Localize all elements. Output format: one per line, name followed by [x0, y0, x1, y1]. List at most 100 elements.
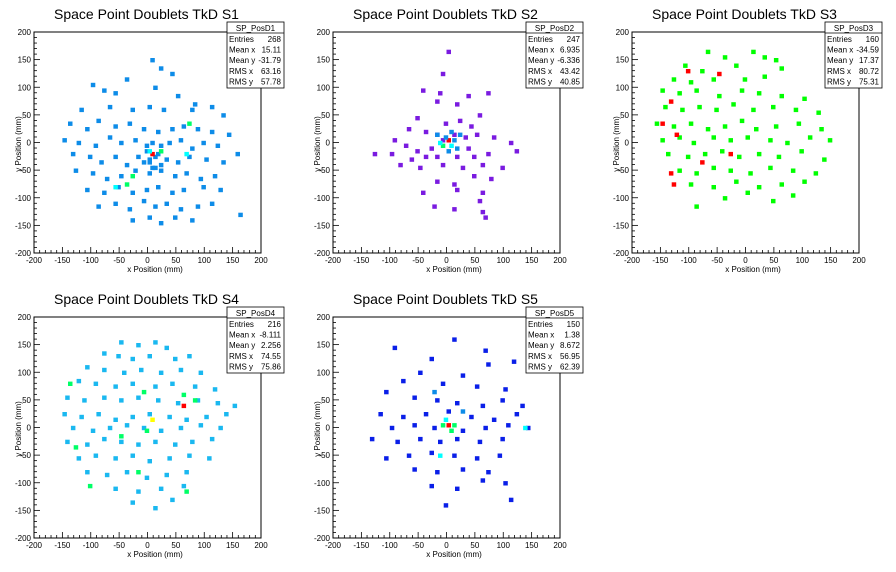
data-cell — [113, 384, 118, 389]
data-cell — [90, 82, 96, 88]
x-tick-label: 200 — [254, 541, 268, 550]
data-cell — [779, 93, 784, 99]
data-cell — [714, 107, 719, 113]
data-cell — [124, 162, 130, 168]
data-cell — [204, 157, 209, 162]
data-cell — [170, 381, 175, 386]
data-cell — [452, 453, 457, 458]
data-cell — [477, 439, 483, 445]
x-tick-label: 0 — [145, 256, 150, 265]
data-cell — [406, 453, 412, 458]
y-tick-label: 0 — [27, 139, 32, 148]
data-cell — [756, 185, 762, 190]
y-tick-label: 100 — [317, 368, 331, 377]
data-cell-hot — [455, 146, 460, 151]
data-cell — [175, 93, 181, 99]
data-cell — [474, 384, 480, 389]
data-cell — [384, 389, 389, 395]
data-cell — [754, 127, 759, 132]
data-cell — [412, 423, 417, 428]
x-tick-label: -50 — [412, 541, 424, 550]
data-cell-hot — [73, 445, 79, 450]
stats-label-entries: Entries — [528, 35, 553, 44]
y-tick-label: 150 — [18, 341, 32, 350]
data-cell — [124, 77, 130, 82]
data-cell — [198, 423, 204, 428]
data-cell — [207, 456, 212, 461]
data-cell — [119, 398, 124, 403]
data-cell-hot — [449, 143, 454, 148]
data-cell — [73, 168, 79, 173]
y-tick-label: -50 — [617, 166, 629, 175]
data-cell — [702, 151, 708, 157]
y-tick-label: 0 — [326, 139, 331, 148]
data-cell — [429, 483, 434, 489]
data-cell — [720, 149, 725, 154]
data-cell — [235, 151, 240, 157]
data-cell — [141, 160, 147, 165]
y-tick-label: -150 — [613, 221, 630, 230]
data-cell — [477, 198, 483, 204]
data-cell — [822, 157, 827, 162]
x-tick-label: -100 — [83, 541, 100, 550]
stats-label-entries: Entries — [528, 320, 553, 329]
data-cell — [483, 215, 488, 220]
y-tick-label: 150 — [317, 56, 331, 65]
x-tick-label: 50 — [769, 256, 778, 265]
data-cell-hot — [446, 149, 451, 154]
data-cell-hot — [119, 434, 124, 439]
x-tick-label: -100 — [83, 256, 100, 265]
data-cell — [181, 187, 187, 193]
y-tick-label: 200 — [317, 313, 331, 322]
data-cell-hot — [187, 121, 192, 126]
data-cell — [107, 425, 113, 431]
data-cell — [423, 129, 429, 135]
data-cell — [68, 121, 73, 126]
data-cell — [201, 140, 206, 146]
data-cell — [144, 475, 150, 480]
x-axis-label: x Position (mm) — [426, 550, 482, 559]
data-cell — [503, 481, 508, 486]
data-cell — [156, 151, 161, 157]
data-cell — [403, 143, 409, 148]
x-tick-label: 50 — [470, 541, 479, 550]
data-cell-hot — [668, 171, 674, 176]
data-cell — [418, 370, 423, 375]
data-cell — [455, 154, 460, 160]
data-cell — [96, 118, 101, 124]
data-cell — [711, 77, 716, 82]
stats-value-mean_y: -31.79 — [258, 56, 281, 65]
data-cell — [181, 124, 187, 129]
data-cell — [398, 162, 403, 168]
data-cell — [113, 486, 118, 491]
data-cell-hot — [452, 138, 457, 143]
stats-value-mean_x: 1.38 — [564, 331, 580, 340]
x-tick-label: -100 — [681, 256, 698, 265]
data-cell — [96, 204, 101, 209]
data-cell — [87, 154, 93, 160]
data-cell — [178, 425, 184, 431]
data-cell — [816, 110, 821, 115]
data-cell-hot — [124, 182, 130, 187]
data-cell — [415, 116, 420, 121]
stats-label-rms_x: RMS x — [827, 67, 851, 76]
data-cell — [127, 121, 133, 126]
data-cell — [429, 146, 434, 151]
data-cell — [739, 88, 745, 93]
y-tick-label: 50 — [321, 396, 330, 405]
data-cell — [158, 370, 164, 375]
data-cell — [688, 80, 694, 85]
data-cell — [70, 151, 76, 157]
data-cell — [136, 489, 141, 494]
data-cell — [238, 212, 243, 218]
data-cell — [113, 154, 118, 160]
data-cell — [150, 165, 155, 171]
data-cell-hot — [184, 489, 189, 494]
data-cell — [153, 506, 158, 511]
data-cell — [779, 66, 784, 71]
data-cell — [113, 124, 118, 129]
data-cell — [124, 470, 130, 475]
chart-panel-2: Space Point Doublets TkD S2 -200 -150 -100 -… — [313, 6, 584, 274]
y-tick-label: 100 — [616, 83, 630, 92]
data-cell-hot — [113, 185, 118, 190]
